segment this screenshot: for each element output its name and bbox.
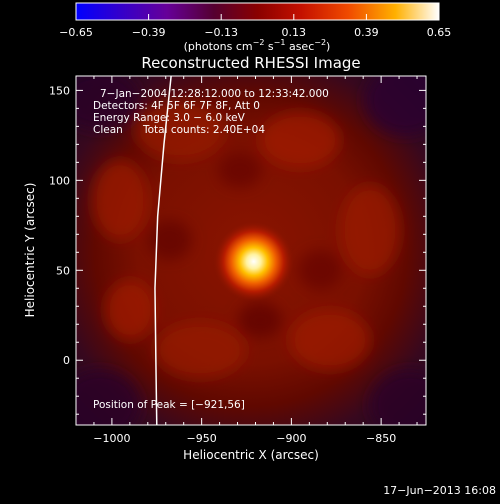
peak-source	[213, 221, 294, 302]
x-tick-label: −900	[276, 432, 306, 445]
y-tick-label: 0	[63, 354, 70, 367]
colorbar-tick-label: 0.39	[354, 26, 379, 39]
annotation-detectors: Detectors: 4F 5F 6F 7F 8F, Att 0	[93, 100, 260, 112]
annotation-time-range: 7−Jan−2004 12:28:12.000 to 12:33:42.000	[100, 88, 329, 100]
chart-title: Reconstructed RHESSI Image	[141, 54, 360, 72]
y-tick-label: 150	[49, 84, 70, 97]
solar-limb-line	[154, 76, 172, 425]
annotation-peak-position: Position of Peak = [−921,56]	[93, 399, 245, 411]
colorbar-tick-label: 0.65	[427, 26, 452, 39]
x-tick-label: −950	[187, 432, 217, 445]
colorbar-gradient	[76, 3, 439, 20]
colorbar: −0.65 −0.39 −0.13 0.13 0.39 0.65 (photons cm−…	[59, 2, 452, 53]
annotation-clean: Clean	[93, 124, 123, 136]
y-tick-label: 50	[56, 264, 70, 277]
colorbar-tick-label: 0.13	[282, 26, 307, 39]
colorbar-tick-label: −0.39	[132, 26, 166, 39]
x-axis: −1000 −950 −900 −850	[93, 76, 418, 445]
footer-date: 17−Jun−2013 16:08	[383, 484, 496, 497]
colorbar-tick-label: −0.65	[59, 26, 93, 39]
image-texture	[76, 76, 426, 425]
y-tick-label: 100	[49, 174, 70, 187]
x-axis-label: Heliocentric X (arcsec)	[183, 448, 319, 462]
annotation-total-counts: Total counts: 2.40E+04	[142, 124, 265, 136]
colorbar-tick-label: −0.13	[204, 26, 238, 39]
rhessi-image	[76, 76, 426, 425]
colorbar-label: (photons cm−2 s−1 asec−2)	[184, 38, 331, 53]
y-axis: 0 50 100 150	[49, 84, 426, 415]
annotation-energy: Energy Range: 3.0 − 6.0 keV	[93, 112, 246, 124]
x-tick-label: −1000	[93, 432, 130, 445]
colorbar-border	[75, 2, 440, 21]
x-tick-label: −850	[366, 432, 396, 445]
plot-frame	[75, 75, 427, 426]
y-axis-label: Heliocentric Y (arcsec)	[23, 183, 37, 318]
